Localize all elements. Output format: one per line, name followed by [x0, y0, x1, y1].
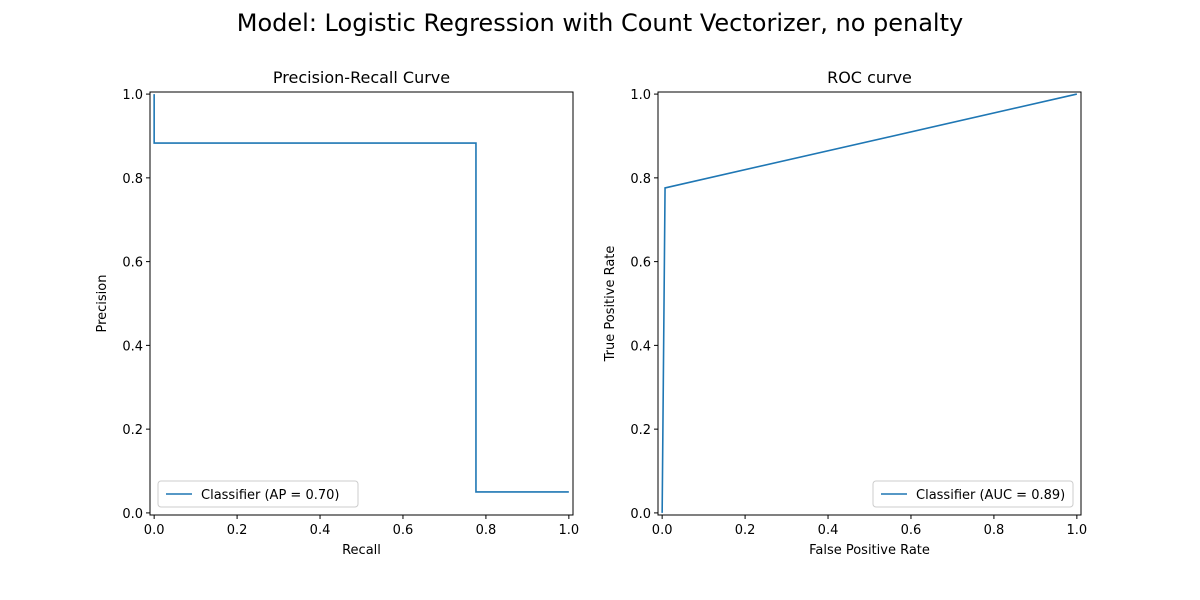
roc-legend: Classifier (AUC = 0.89): [872, 480, 1074, 508]
roc-xtick-label: 0.6: [901, 523, 922, 538]
roc-ytick-label: 1.0: [630, 88, 651, 103]
pr-ytick-label: 0.6: [122, 256, 143, 271]
roc-ytick-label: 0.6: [630, 256, 651, 271]
roc-ytick-label: 0.8: [630, 172, 651, 187]
pr-xlabel: Recall: [342, 543, 381, 558]
pr-legend-label: Classifier (AP = 0.70): [201, 488, 339, 503]
roc-legend-label: Classifier (AUC = 0.89): [916, 488, 1065, 503]
roc-xtick-label: 0.2: [735, 523, 756, 538]
roc-legend-box: [872, 480, 1074, 508]
pr-xtick-label: 0.0: [144, 523, 165, 538]
roc-title: ROC curve: [827, 68, 912, 87]
roc-ytick-label: 0.2: [630, 423, 651, 438]
roc-plot-frame: [657, 91, 1082, 516]
pr-xtick-label: 0.8: [476, 523, 497, 538]
roc-ylabel: True Positive Rate: [603, 246, 618, 363]
pr-plot-frame: [149, 91, 574, 516]
pr-ylabel: Precision: [95, 274, 110, 332]
pr-title: Precision-Recall Curve: [273, 68, 450, 87]
roc-xtick-label: 0.4: [818, 523, 839, 538]
roc-ytick-label: 0.0: [630, 507, 651, 522]
pr-ytick-label: 0.0: [122, 507, 143, 522]
roc-axes: ROC curve 0.0 0.2 0.4 0.6 0.8 1.0 0.0 0.2 0.4 0.6 0…: [603, 68, 1087, 558]
pr-series-line: [153, 94, 569, 493]
roc-xtick-label: 0.0: [652, 523, 673, 538]
roc-series-line: [661, 93, 1078, 513]
roc-ytick-label: 0.4: [630, 339, 651, 354]
pr-xtick-label: 0.2: [227, 523, 248, 538]
precision-recall-axes: Precision-Recall Curve 0.0 0.2 0.4 0.6 0.8 1.0…: [95, 68, 579, 558]
pr-ytick-label: 0.2: [122, 423, 143, 438]
roc-xlabel: False Positive Rate: [809, 543, 930, 558]
roc-xtick-label: 1.0: [1067, 523, 1088, 538]
pr-xtick-label: 0.6: [393, 523, 414, 538]
pr-legend: Classifier (AP = 0.70): [157, 480, 359, 508]
pr-xtick-label: 0.4: [310, 523, 331, 538]
pr-xtick-label: 1.0: [559, 523, 580, 538]
figure-title: Model: Logistic Regression with Count Ve…: [237, 9, 963, 37]
pr-legend-box: [157, 480, 359, 508]
roc-xtick-label: 0.8: [984, 523, 1005, 538]
pr-ytick-label: 0.4: [122, 339, 143, 354]
pr-ytick-label: 1.0: [122, 88, 143, 103]
pr-ytick-label: 0.8: [122, 172, 143, 187]
